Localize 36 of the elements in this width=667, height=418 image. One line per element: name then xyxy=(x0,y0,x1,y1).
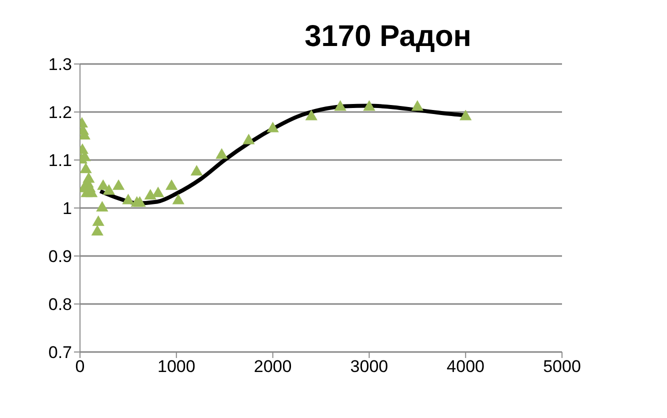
x-tick-label: 2000 xyxy=(254,357,292,376)
x-tick-label: 3000 xyxy=(350,357,388,376)
point xyxy=(172,194,184,204)
y-tick-label: 0.7 xyxy=(48,343,72,362)
point xyxy=(166,179,178,190)
x-tick-label: 4000 xyxy=(446,357,485,376)
point xyxy=(242,134,255,144)
point xyxy=(91,224,104,236)
point xyxy=(134,196,146,207)
point xyxy=(363,100,376,111)
y-tick-label: 0.8 xyxy=(48,295,72,314)
y-tick-label: 1.3 xyxy=(48,55,72,74)
point xyxy=(334,100,346,111)
point xyxy=(96,200,108,212)
point xyxy=(82,172,95,183)
y-tick-label: 1.2 xyxy=(48,103,72,122)
point xyxy=(144,188,156,200)
point xyxy=(411,100,424,111)
y-tick-label: 1 xyxy=(62,199,72,218)
point xyxy=(460,110,472,120)
chart-title: 3170 Радон xyxy=(304,20,472,54)
point xyxy=(305,110,318,120)
point xyxy=(216,148,228,159)
point xyxy=(190,164,203,176)
point xyxy=(92,215,104,226)
point xyxy=(122,194,134,204)
y-tick-label: 1.1 xyxy=(48,151,72,170)
point xyxy=(266,122,279,132)
x-tick-label: 5000 xyxy=(543,357,581,376)
x-tick-label: 0 xyxy=(75,357,85,376)
point xyxy=(152,186,164,198)
point xyxy=(112,179,125,190)
point xyxy=(102,184,115,195)
point xyxy=(80,162,92,174)
y-tick-label: 0.9 xyxy=(48,247,72,266)
x-tick-label: 1000 xyxy=(157,357,196,376)
